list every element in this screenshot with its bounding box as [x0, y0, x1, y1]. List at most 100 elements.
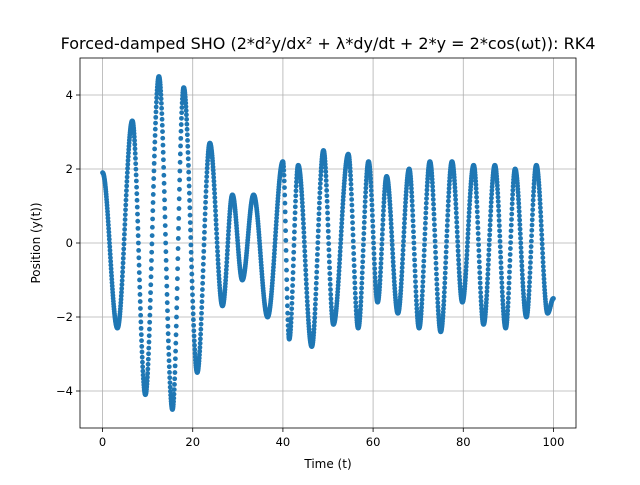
- data-point: [421, 258, 427, 264]
- data-point: [165, 331, 171, 337]
- data-point: [488, 208, 494, 214]
- data-point: [172, 370, 178, 375]
- data-point: [413, 293, 419, 299]
- data-point: [411, 246, 417, 251]
- data-point: [293, 198, 298, 204]
- data-point: [432, 244, 438, 250]
- data-point: [414, 306, 420, 312]
- data-point: [201, 248, 207, 254]
- data-point: [430, 184, 436, 189]
- x-axis-label: Time (t): [303, 457, 351, 471]
- data-point: [371, 240, 376, 246]
- data-point: [362, 209, 368, 215]
- y-axis-label: Position (y(t)): [29, 202, 43, 283]
- data-point: [400, 256, 406, 262]
- data-point: [401, 225, 407, 231]
- data-point: [211, 186, 217, 192]
- data-point: [302, 248, 308, 254]
- data-point: [442, 275, 448, 281]
- data-point: [456, 257, 461, 263]
- data-point: [118, 293, 124, 299]
- data-point: [165, 308, 170, 314]
- data-point: [133, 161, 139, 167]
- data-point: [198, 316, 204, 322]
- data-point: [409, 186, 414, 191]
- data-point: [527, 265, 533, 271]
- data-point: [465, 235, 471, 241]
- data-point: [133, 172, 139, 178]
- data-point: [531, 181, 537, 187]
- data-point: [392, 282, 397, 288]
- data-point: [340, 197, 346, 203]
- data-point: [536, 186, 542, 192]
- data-point: [444, 233, 450, 239]
- data-point: [147, 305, 153, 311]
- data-point: [351, 244, 356, 250]
- data-point: [290, 270, 296, 275]
- data-point: [520, 287, 526, 293]
- data-point: [540, 250, 546, 256]
- data-point: [314, 275, 319, 281]
- data-point: [146, 333, 152, 339]
- data-point: [204, 174, 210, 180]
- data-point: [372, 270, 378, 276]
- data-point: [487, 227, 493, 233]
- data-point: [474, 199, 480, 205]
- data-point: [422, 237, 428, 242]
- data-point: [120, 265, 126, 270]
- data-point: [200, 268, 206, 274]
- data-point: [192, 351, 198, 356]
- data-point: [456, 266, 462, 271]
- data-point: [283, 257, 289, 263]
- data-point: [475, 236, 481, 242]
- data-point: [454, 229, 460, 235]
- data-point: [158, 96, 164, 102]
- data-point: [443, 244, 449, 250]
- data-point: [339, 212, 345, 218]
- data-point: [147, 319, 153, 325]
- data-point: [358, 299, 364, 305]
- data-point: [422, 226, 428, 232]
- data-point: [400, 261, 405, 266]
- data-point: [177, 159, 183, 165]
- data-point: [498, 254, 504, 260]
- data-point: [506, 285, 512, 291]
- data-point: [289, 311, 294, 317]
- data-point: [324, 193, 330, 199]
- data-point: [489, 191, 495, 197]
- data-point: [387, 202, 393, 208]
- data-point: [338, 244, 343, 250]
- data-point: [284, 277, 290, 283]
- data-point: [151, 168, 157, 174]
- data-point: [204, 165, 210, 171]
- data-point: [509, 206, 515, 212]
- data-point: [390, 255, 396, 261]
- data-point: [191, 317, 196, 323]
- data-point: [315, 246, 321, 251]
- data-point: [161, 180, 167, 186]
- data-point: [538, 214, 544, 219]
- data-point: [540, 259, 546, 265]
- data-point: [487, 222, 493, 228]
- data-point: [145, 356, 151, 362]
- data-point: [160, 142, 166, 148]
- data-point: [360, 253, 366, 259]
- data-point: [485, 276, 491, 282]
- data-point: [325, 216, 331, 222]
- data-point: [398, 281, 404, 286]
- data-point: [203, 189, 209, 194]
- data-point: [465, 231, 471, 237]
- data-point: [140, 364, 146, 370]
- data-point: [409, 194, 415, 199]
- data-point: [347, 165, 353, 171]
- data-point: [160, 149, 166, 155]
- data-point: [444, 223, 450, 228]
- data-point: [505, 300, 511, 306]
- data-point: [475, 214, 480, 220]
- data-point: [140, 368, 146, 374]
- data-point: [486, 257, 491, 263]
- data-point: [299, 200, 305, 206]
- data-point: [441, 302, 447, 308]
- data-point: [192, 347, 198, 352]
- data-point: [172, 363, 178, 369]
